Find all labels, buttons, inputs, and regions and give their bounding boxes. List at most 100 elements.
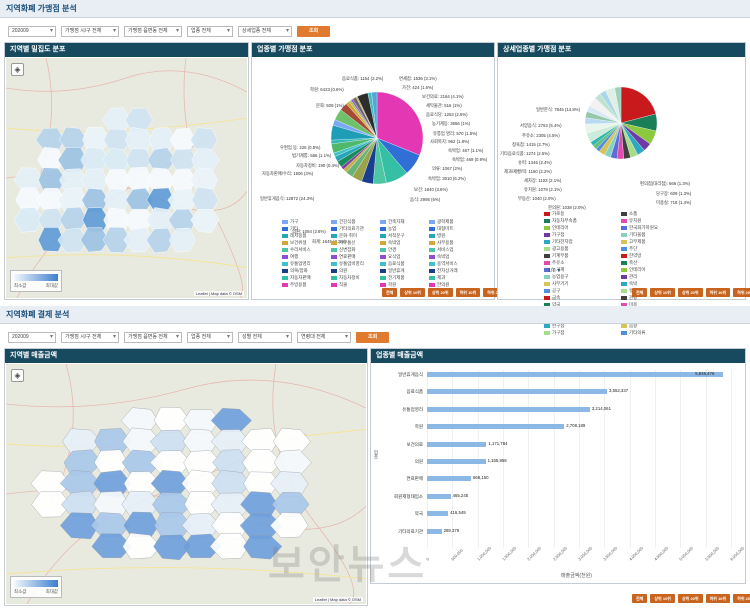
legend-item[interactable]: 의복/잡화 (282, 268, 328, 274)
rank-filter-button[interactable]: 전체 (632, 288, 648, 297)
bar[interactable] (427, 528, 442, 534)
legend-item[interactable]: 가구점 (544, 330, 618, 336)
legend-item[interactable]: 농업용구 (544, 274, 618, 280)
legend-item[interactable]: 서비스업 (429, 247, 475, 253)
region-polygon[interactable] (190, 127, 218, 152)
region-polygon[interactable] (123, 511, 159, 538)
region-polygon[interactable] (102, 226, 131, 253)
legend-item[interactable]: 자동차정비 (331, 275, 377, 281)
region-polygon[interactable] (153, 534, 191, 561)
legend-item[interactable]: 기타전자업 (544, 239, 618, 245)
legend-item[interactable]: 완구점 (544, 323, 618, 329)
region-polygon[interactable] (191, 186, 219, 214)
legend-item[interactable]: 연료판매 (331, 254, 377, 260)
layers-icon[interactable]: ◈ (11, 63, 24, 76)
legend-item[interactable]: 자동차부속품 (544, 218, 618, 224)
bar[interactable] (427, 441, 487, 447)
layers-icon[interactable]: ◈ (11, 369, 24, 382)
filter-select[interactable]: 202009 (8, 25, 56, 37)
region-polygon[interactable] (273, 449, 312, 477)
rank-filter-button[interactable]: 전체 (632, 594, 648, 603)
legend-item[interactable]: 건축자재 (380, 219, 426, 225)
legend-item[interactable]: 금속 (544, 295, 618, 301)
filter-select[interactable]: 가맹점 읍면동 전체 (124, 25, 182, 37)
region-polygon[interactable] (190, 208, 220, 234)
bar[interactable] (427, 511, 449, 517)
region-polygon[interactable] (210, 407, 252, 432)
pie-slice[interactable] (620, 86, 657, 124)
legend-item[interactable]: 기타의료기관 (331, 226, 377, 232)
legend-item[interactable]: 주유소 (544, 260, 618, 266)
filter-select[interactable]: 202009 (8, 331, 56, 343)
legend-item[interactable]: 숙박업 (429, 254, 475, 260)
region-polygon[interactable] (125, 127, 153, 153)
region-polygon[interactable] (38, 227, 64, 252)
legend-item[interactable]: 관리 (621, 274, 695, 280)
map-attribution[interactable]: Leaflet | Map data © OSM (193, 291, 244, 296)
legend-item[interactable]: 한의원 (429, 282, 475, 288)
legend-item[interactable]: 전기제품 (380, 275, 426, 281)
rank-filter-button[interactable]: 하위 10위 (455, 288, 481, 297)
region-polygon[interactable] (209, 532, 250, 560)
search-button[interactable]: 조회 (356, 331, 390, 343)
legend-item[interactable]: 한약방 (621, 253, 695, 259)
legend-item[interactable]: 기타물품 (621, 232, 695, 238)
sales-map[interactable]: ◈ 최소값 최대값 Leaflet | Map data © OSM (6, 364, 366, 604)
rank-filter-button[interactable]: 상위 10위 (400, 288, 425, 297)
legend-item[interactable]: 안경 (380, 247, 426, 253)
region-polygon[interactable] (168, 227, 196, 253)
rank-filter-button[interactable]: 상위 20위 (427, 288, 453, 297)
bar[interactable] (427, 424, 565, 430)
legend-item[interactable]: 음료식품 (380, 261, 426, 267)
legend-item[interactable]: 여행 (282, 254, 328, 260)
legend-item[interactable]: 기타의류 (621, 330, 695, 336)
legend-item[interactable]: 가로등 (544, 211, 618, 217)
filter-select[interactable]: 상세업종 전체 (238, 25, 292, 37)
legend-item[interactable]: 사무기기 (544, 281, 618, 287)
pie-slice[interactable] (614, 86, 622, 124)
rank-filter-button[interactable]: 하위 10위 (705, 594, 731, 603)
legend-item[interactable]: 유치원 (621, 218, 695, 224)
region-polygon[interactable] (167, 188, 196, 213)
legend-page-indicator[interactable]: 1/7 ▼ (548, 268, 562, 274)
bar[interactable] (427, 372, 724, 377)
legend-item[interactable]: 보건위생 (282, 240, 328, 246)
legend-item[interactable]: 대형마트 (429, 226, 475, 232)
bar[interactable] (427, 406, 590, 412)
legend-item[interactable]: 사무용품 (429, 240, 475, 246)
rank-filter-button[interactable]: 하위 10위 (705, 288, 731, 297)
bar[interactable] (427, 459, 486, 464)
bar[interactable] (427, 389, 607, 395)
region-polygon[interactable] (123, 226, 153, 252)
legend-item[interactable]: 의원 (331, 268, 377, 274)
legend-item[interactable]: 광고용품 (544, 246, 618, 252)
legend-item[interactable]: 직물 (331, 282, 377, 288)
pie-slice[interactable] (376, 91, 424, 156)
rank-filter-button[interactable]: 하위 20위 (483, 288, 508, 297)
rank-filter-button[interactable]: 하위 20위 (733, 594, 750, 603)
legend-item[interactable]: 전자상거래 (429, 268, 475, 274)
legend-item[interactable]: 가구점 (544, 232, 618, 238)
legend-item[interactable]: 광학제품 (429, 219, 475, 225)
region-polygon[interactable] (60, 512, 100, 540)
rank-filter-button[interactable]: 상위 10위 (650, 594, 675, 603)
rank-filter-button[interactable]: 상위 20위 (677, 594, 703, 603)
legend-item[interactable]: 농기계 (544, 267, 618, 273)
region-polygon[interactable] (122, 532, 161, 560)
legend-item[interactable]: 신변잡화 (331, 247, 377, 253)
region-polygon[interactable] (90, 512, 130, 538)
bar[interactable] (427, 493, 451, 499)
legend-item[interactable]: 자동차판매 (282, 275, 328, 281)
legend-item[interactable]: 요식업 (380, 254, 426, 260)
legend-item[interactable]: 인테리어 (544, 225, 618, 231)
region-polygon[interactable] (91, 533, 132, 559)
legend-item[interactable]: 기계부품 (544, 253, 618, 259)
legend-item[interactable]: 서적문구 (380, 233, 426, 239)
legend-item[interactable]: 공구 (544, 288, 618, 294)
rank-filter-button[interactable]: 상위 20위 (677, 288, 703, 297)
legend-item[interactable]: 기타 (282, 226, 328, 232)
legend-item[interactable]: 병원 (429, 233, 475, 239)
region-polygon[interactable] (146, 227, 174, 254)
legend-item[interactable]: 미용 (621, 302, 695, 308)
legend-item[interactable]: 고무제품 (621, 239, 695, 245)
